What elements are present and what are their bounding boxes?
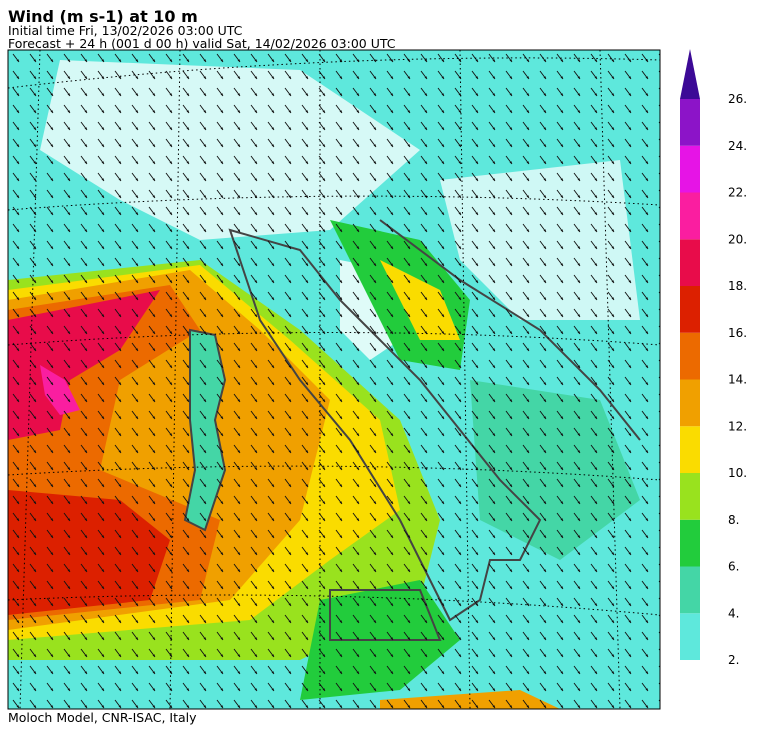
colorbar-label: 14. <box>728 373 747 387</box>
map-frame <box>7 49 661 710</box>
colorbar-band <box>680 286 700 333</box>
colorbar-label: 16. <box>728 326 747 340</box>
colorbar-label: 4. <box>728 606 739 620</box>
colorbar-band <box>680 519 700 567</box>
colorbar-band <box>680 239 700 286</box>
colorbar-label: 2. <box>728 653 739 667</box>
colorbar-band <box>680 379 700 427</box>
forecast-time: Forecast + 24 h (001 d 00 h) valid Sat, … <box>8 36 396 51</box>
colorbar-extend <box>680 49 700 99</box>
colorbar-label: 18. <box>728 279 747 293</box>
colorbar-label: 12. <box>728 419 747 433</box>
colorbar-band <box>680 99 700 146</box>
colorbar-band <box>680 613 700 660</box>
colorbar-band <box>680 145 700 193</box>
graticule <box>8 50 660 709</box>
colorbar-label: 8. <box>728 513 739 527</box>
colorbar-band <box>680 473 700 520</box>
wind-arrows <box>8 50 660 709</box>
initial-time: Initial time Fri, 13/02/2026 03:00 UTC <box>8 23 243 38</box>
wind-map <box>8 50 660 709</box>
colorbar-band <box>680 192 700 240</box>
colorbar-band <box>680 566 700 614</box>
colorbar-label: 22. <box>728 186 747 200</box>
colorbar-band <box>680 426 700 473</box>
colorbar-label: 24. <box>728 139 747 153</box>
colorbar: 2. 4. 6. 8. 10. 12. 14. 16. 18. 20. 22. 24. 26. <box>680 49 747 667</box>
title: Wind (m s-1) at 10 m <box>8 7 198 26</box>
colorbar-label: 20. <box>728 232 747 246</box>
colorbar-label: 10. <box>728 466 747 480</box>
footer: Moloch Model, CNR-ISAC, Italy <box>8 710 197 725</box>
colorbar-band <box>680 332 700 380</box>
colorbar-label: 6. <box>728 560 739 574</box>
colorbar-label: 26. <box>728 92 747 106</box>
